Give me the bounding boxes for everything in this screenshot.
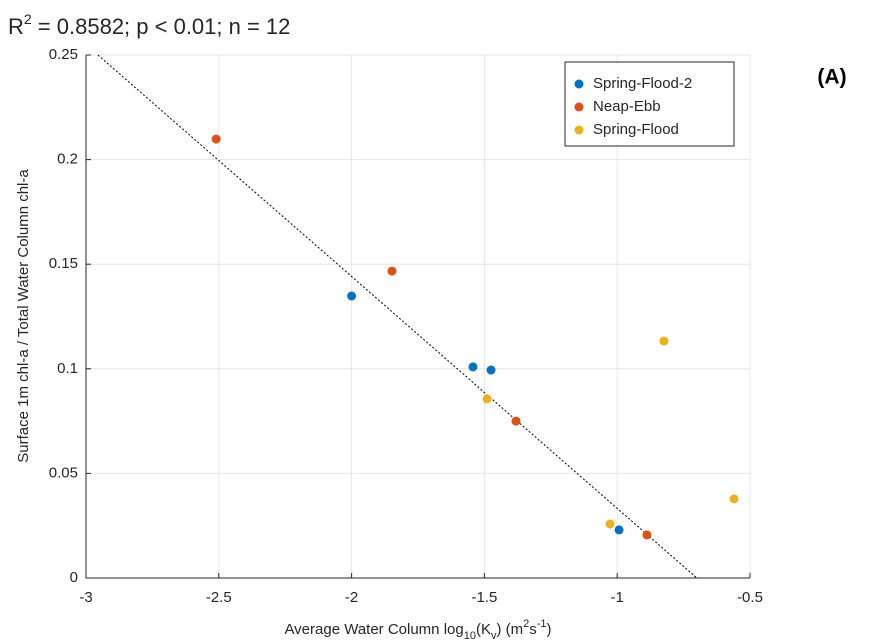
point [486, 365, 496, 375]
panel-label: (A) [817, 66, 846, 89]
label-part: Average Water Column log [284, 621, 463, 638]
legend-label: Spring-Flood [593, 121, 679, 138]
label-part: -1 [537, 618, 547, 630]
label-part: s [529, 621, 537, 638]
label-part: 10 [464, 630, 476, 642]
legend-label: Neap-Ebb [593, 98, 661, 115]
point [387, 266, 397, 276]
label-part: v [491, 630, 497, 642]
point [729, 494, 739, 504]
legend-box [564, 61, 735, 147]
x-tick-label: -3 [79, 589, 92, 606]
y-tick-label: 0.25 [49, 46, 78, 63]
x-tick-label: -2.5 [206, 589, 232, 606]
point [511, 416, 521, 426]
title-part: 2 [24, 11, 32, 27]
x-axis-label: Average Water Column log10(Kv) (m2s-1) [284, 618, 551, 642]
legend-marker [574, 125, 584, 135]
y-axis-label: Surface 1m chl-a / Total Water Column ch… [15, 169, 32, 463]
label-part: (K [476, 621, 491, 638]
point [347, 291, 357, 301]
title-part: R [8, 14, 24, 39]
y-tick-label: 0.15 [49, 255, 78, 272]
point [605, 519, 615, 529]
point [642, 530, 652, 540]
label-part: ) (m [496, 621, 523, 638]
point [468, 362, 478, 372]
x-tick-label: -2 [345, 589, 358, 606]
legend-label: Spring-Flood-2 [593, 75, 692, 92]
point [659, 336, 669, 346]
legend-marker [574, 102, 584, 112]
x-tick-label: -1.5 [471, 589, 497, 606]
y-tick-label: 0.05 [49, 464, 78, 481]
x-tick-label: -0.5 [737, 589, 763, 606]
chart-title: R2 = 0.8582; p < 0.01; n = 12 [8, 11, 290, 39]
x-tick-label: -1 [611, 589, 624, 606]
label-part: 2 [523, 618, 529, 630]
y-tick-label: 0.2 [57, 151, 78, 168]
title-part: = 0.8582; p < 0.01; n = 12 [32, 14, 291, 39]
y-tick-label: 0 [70, 569, 78, 586]
point [211, 134, 221, 144]
fit-line [97, 54, 698, 579]
point [482, 394, 492, 404]
label-part: ) [547, 621, 552, 638]
point [614, 525, 624, 535]
legend-marker [574, 79, 584, 89]
y-tick-label: 0.1 [57, 360, 78, 377]
